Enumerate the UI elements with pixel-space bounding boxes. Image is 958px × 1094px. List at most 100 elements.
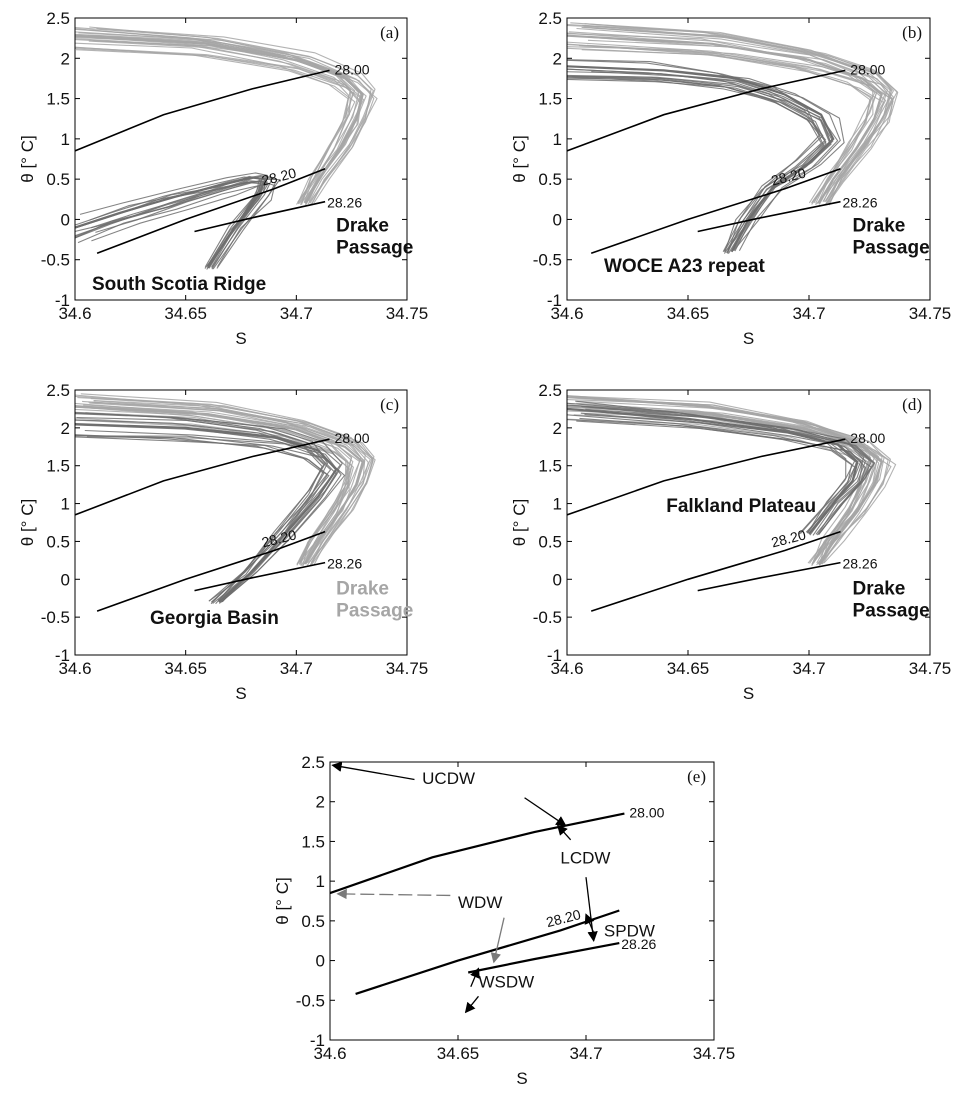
panel-a: 28.00 28.20 28.26 34.6 34.65 34.7 34.75 -1 -0.5 0… [18,9,428,348]
cast-line [567,395,871,563]
region-annotation: WOCE A23 repeat [604,256,766,277]
drake-annotation: Drake [853,216,906,237]
y-tick-label: 2.5 [538,381,562,400]
drake-annotation: Passage [853,600,930,621]
cast-line [567,68,827,252]
x-tick-label: 34.65 [667,659,710,678]
panel-d: 28.00 28.20 28.26 34.6 34.65 34.7 34.75 -1 -0.5 0… [510,381,951,703]
cast-line [591,27,899,206]
series-line [75,176,267,269]
cast-line [93,399,374,563]
region-annotation: Falkland Plateau [666,496,816,517]
cast-line [75,180,263,268]
isopycnal-label: 28.20 [260,164,298,188]
isopycnal-line [194,561,326,592]
x-tick-label: 34.6 [58,659,91,678]
annotation-arrow [336,888,451,900]
isopycnal-label: 28.26 [327,195,362,211]
cast-line [75,176,261,268]
isopycnal-label: 28.26 [842,195,877,211]
y-tick-label: 2 [553,419,562,438]
cast-line [75,395,353,566]
cast-line [89,402,369,563]
panel-label: (c) [380,395,399,414]
isopycnal-label: 28.00 [335,61,370,77]
x-tick-label: 34.6 [550,659,583,678]
y-tick-label: -1 [55,646,70,665]
y-tick-label: -0.5 [296,991,325,1010]
x-tick-label: 34.75 [386,304,429,323]
x-tick-label: 34.7 [792,304,825,323]
cast-line [75,424,332,605]
cast-line [576,420,867,536]
y-tick-label: 1.5 [538,90,562,109]
annotation-arrow [524,797,567,827]
drake-annotation: Drake [336,216,389,237]
isopycnal-label: 28.00 [629,805,664,821]
y-tick-label: 2.5 [46,381,70,400]
region-annotation: Georgia Basin [150,608,279,629]
cast-line [585,408,876,535]
cast-line [591,70,845,251]
isopycnal-line [590,167,841,255]
isopycnal-label: 28.20 [260,526,298,550]
cast-line [75,180,263,270]
x-tick-label: 34.65 [437,1044,480,1063]
cast-line [85,412,343,603]
y-tick-label: -1 [547,646,562,665]
x-tick-label: 34.75 [386,659,429,678]
isopycnal-label: 28.00 [850,430,885,446]
cast-line [96,27,376,204]
y-tick-label: -1 [547,291,562,310]
x-axis-label: S [235,684,246,703]
cast-line [75,28,356,205]
drake-annotation: Passage [336,238,413,259]
y-tick-label: 0 [61,570,70,589]
water-mass-label: WDW [458,893,502,912]
isopycnal-line [467,942,620,974]
isopycnal-line [75,438,330,516]
panel-label: (d) [902,395,922,414]
y-tick-label: 2 [61,49,70,68]
annotation-arrow [556,824,572,841]
y-axis-label: θ [° C] [510,499,529,546]
plot-frame [566,17,931,301]
y-axis-label: θ [° C] [510,135,529,182]
isopycnal-line [96,167,326,255]
series-line [567,405,883,565]
y-tick-label: 1.5 [301,832,325,851]
y-tick-label: 0.5 [301,912,325,931]
y-tick-label: -0.5 [41,251,70,270]
annotation-arrow [584,913,595,934]
y-tick-label: 1.5 [46,457,70,476]
cast-line [75,419,351,565]
y-tick-label: 1.5 [46,90,70,109]
cast-line [577,65,841,252]
isopycnal-label: 28.20 [770,526,808,550]
drake-annotation: Drake [853,578,906,599]
series-line [567,34,883,204]
y-tick-label: -0.5 [41,608,70,627]
plot-frame [74,389,408,656]
cast-line [75,412,327,603]
cast-line [581,26,898,204]
panel-e: 28.00 28.20 28.26 34.6 34.65 34.7 34.75 -1 -0.5 0… [273,753,735,1088]
x-axis-label: S [516,1069,527,1088]
y-tick-label: 0.5 [46,170,70,189]
y-axis-label: θ [° C] [18,499,37,546]
y-tick-label: 1 [553,495,562,514]
panel-label: (b) [902,23,922,42]
cast-line [567,75,827,253]
cast-line [567,68,831,252]
region-annotation: South Scotia Ridge [92,274,266,295]
y-tick-label: 2 [61,419,70,438]
cast-line [75,38,350,206]
y-tick-label: 2 [553,49,562,68]
x-tick-label: 34.6 [550,304,583,323]
isopycnal-line [697,200,841,233]
isopycnal-line [96,530,326,612]
isopycnal-label: 28.20 [544,906,582,930]
cast-line [75,419,323,605]
